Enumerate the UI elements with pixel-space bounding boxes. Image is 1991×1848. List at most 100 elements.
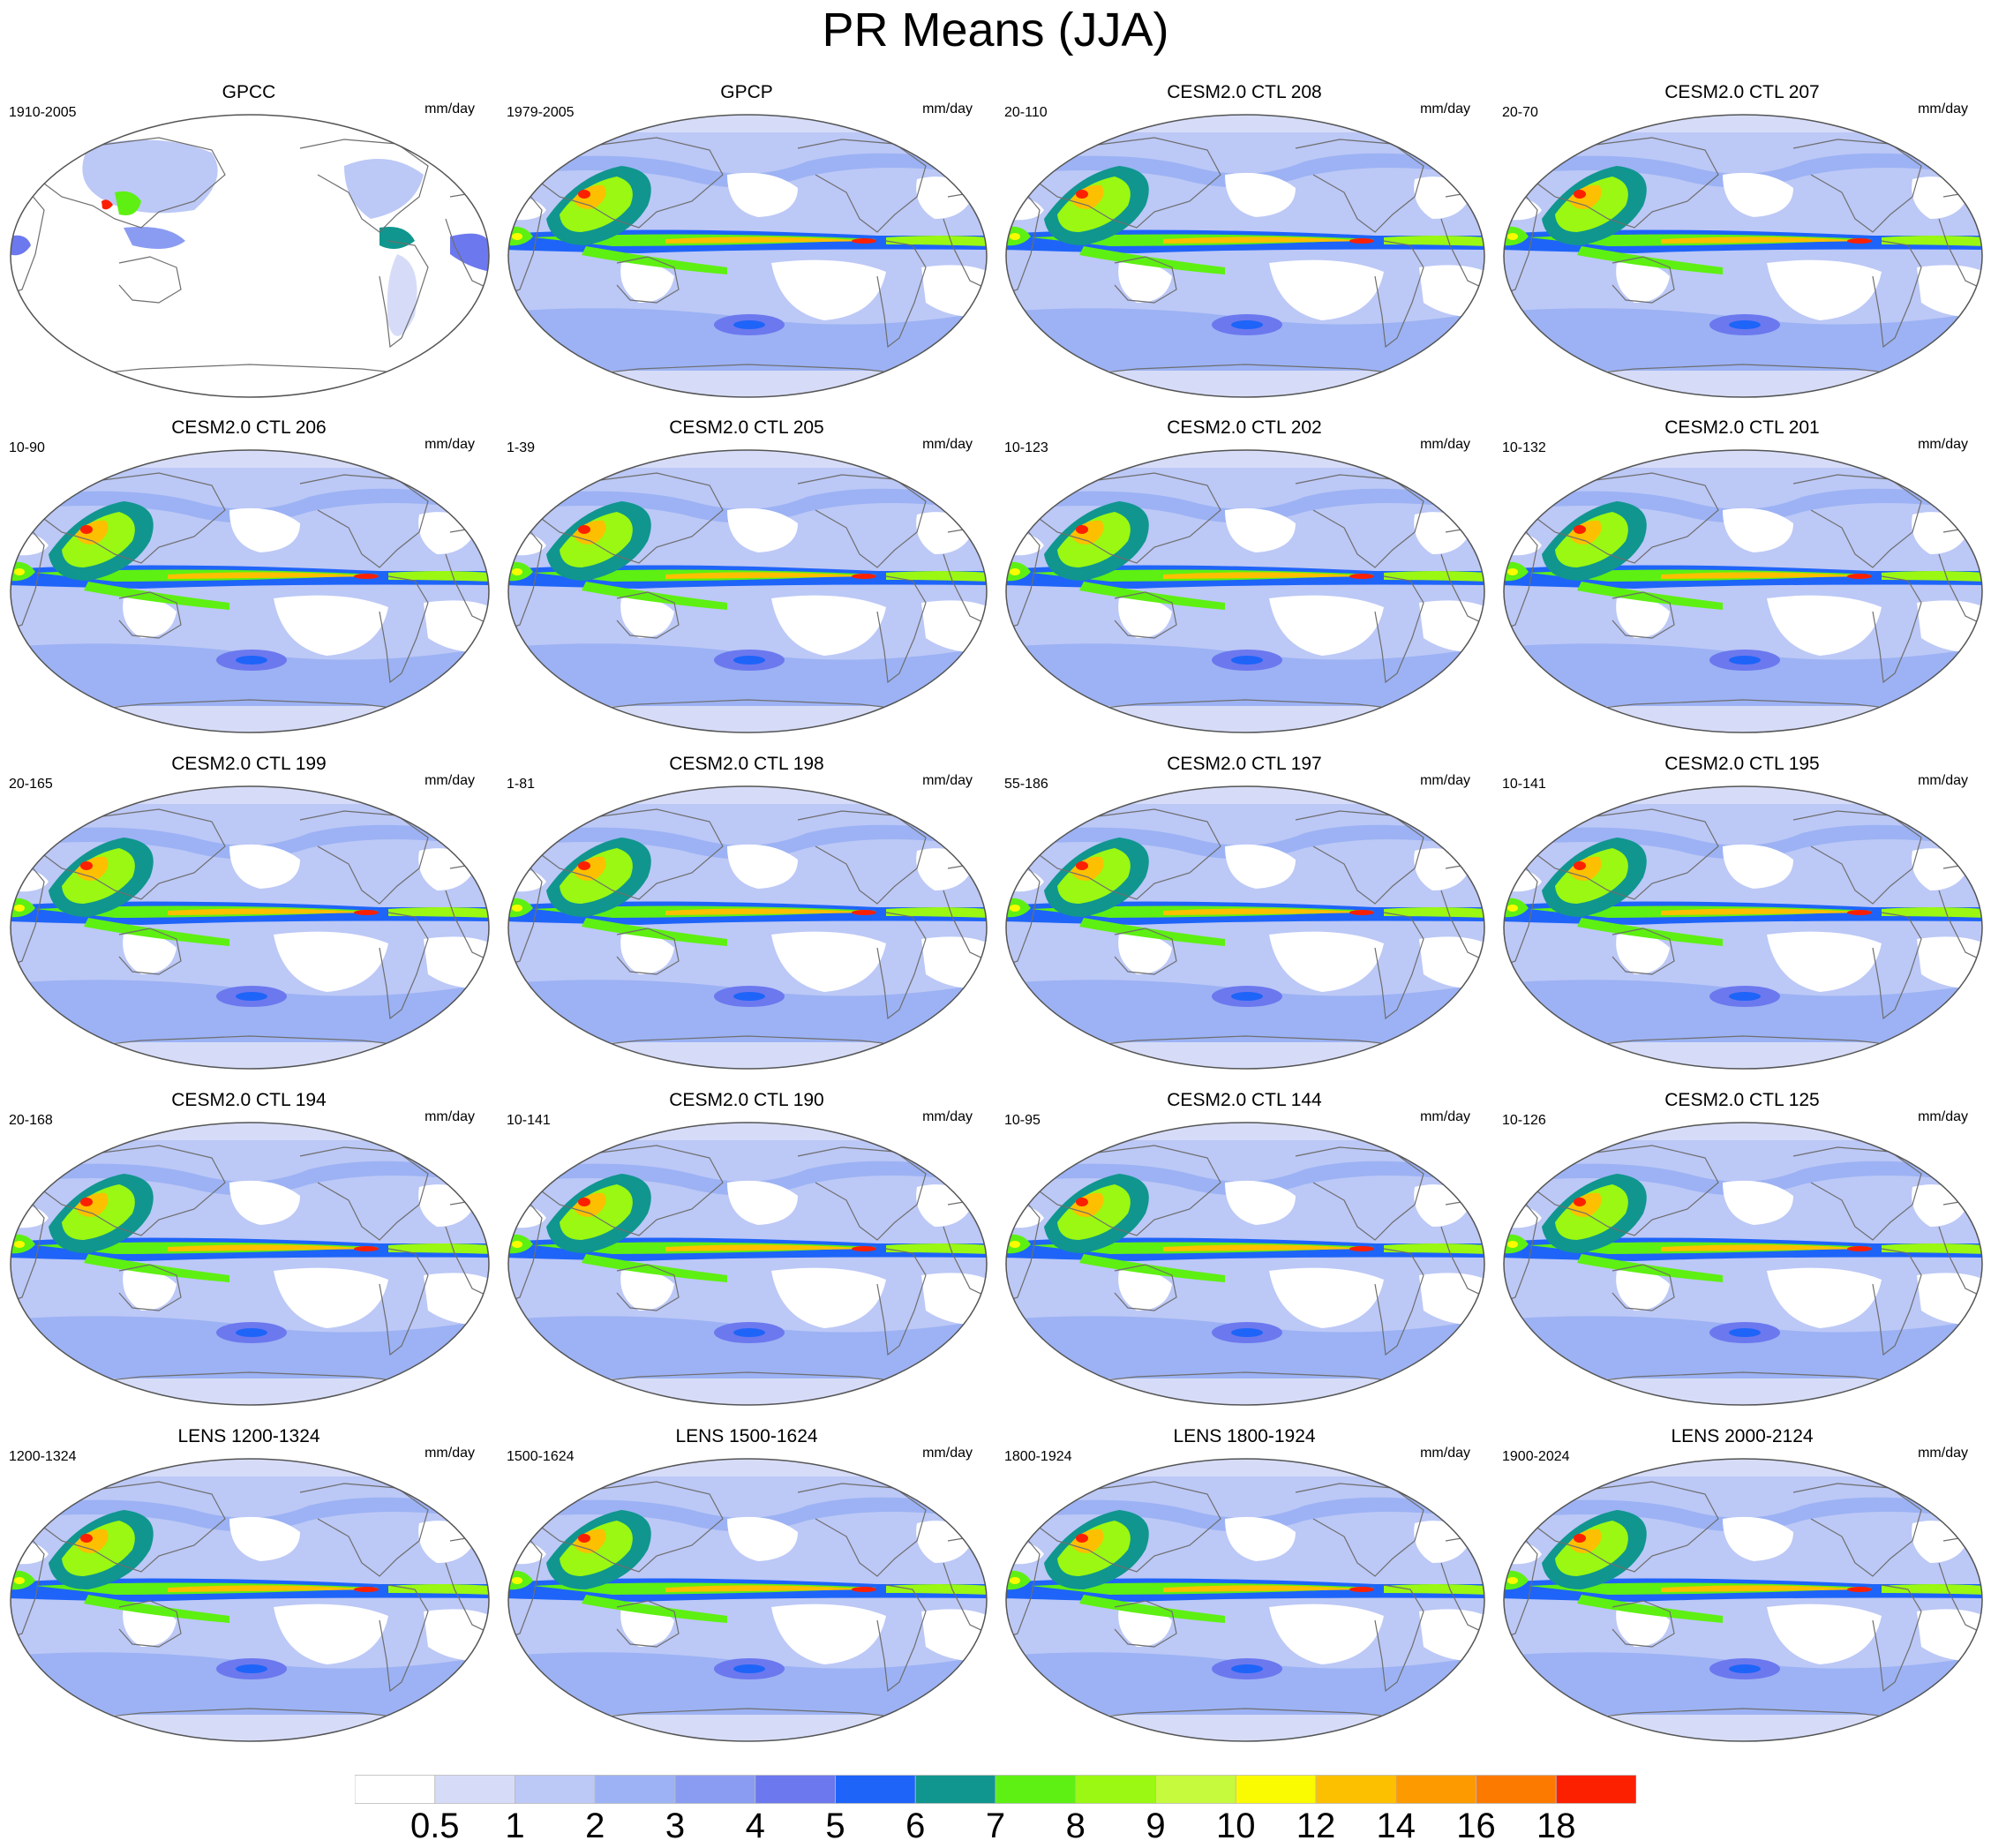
map-panel: CESM2.0 CTL 197 55-186 mm/day bbox=[996, 753, 1493, 1088]
precip-itcz-peak bbox=[1847, 1246, 1872, 1251]
dry-zone-south-atlantic bbox=[1917, 600, 1982, 652]
map-border bbox=[10, 1458, 490, 1742]
coast-asia bbox=[1536, 137, 1719, 229]
precip-africa-peak bbox=[1010, 568, 1020, 575]
dry-zone-south-pacific bbox=[771, 259, 886, 320]
coast-australia bbox=[616, 928, 680, 975]
precip-southern-storm-track bbox=[508, 1316, 987, 1378]
precip-southern-storm-track bbox=[1504, 308, 1982, 371]
precip-itcz-atlantic bbox=[886, 236, 987, 246]
precip-monsoon-peak bbox=[1076, 861, 1088, 870]
coast-north-america bbox=[797, 1146, 927, 1241]
dry-zone-australia bbox=[1616, 597, 1670, 638]
precip-southern-storm-track bbox=[1006, 1652, 1484, 1715]
colorbar-tick-label: 12 bbox=[1296, 1807, 1336, 1845]
precip-itcz-atlantic bbox=[1384, 236, 1484, 246]
precip-itcz-atlantic bbox=[388, 907, 489, 918]
dry-zone-south-pacific bbox=[274, 595, 388, 656]
coast-south-america bbox=[1872, 1584, 1922, 1693]
precip-africa-peak bbox=[512, 905, 522, 912]
precip-northern-storm-track bbox=[1006, 1497, 1484, 1532]
precip-antarctic-band bbox=[11, 1042, 489, 1069]
coast-asia bbox=[541, 137, 724, 229]
precip-itcz-peak bbox=[1349, 1246, 1374, 1251]
colorbar-swatch bbox=[1155, 1775, 1236, 1804]
precip-monsoon-peak bbox=[1076, 190, 1088, 199]
precip-monsoon-peak bbox=[578, 1198, 590, 1206]
precip-southern-storm-track bbox=[1504, 1652, 1982, 1715]
coast-australia bbox=[1612, 591, 1675, 639]
precip-antarctic-band bbox=[11, 1715, 489, 1741]
map-panel: LENS 1500-1624 1500-1624 mm/day bbox=[498, 1425, 996, 1761]
coast-asia bbox=[541, 808, 724, 900]
precip-map bbox=[1503, 449, 1983, 733]
precip-southern-storm-track bbox=[508, 1652, 987, 1715]
dry-zone-south-atlantic bbox=[1917, 1273, 1982, 1325]
dry-zone-north-pacific bbox=[1225, 1180, 1296, 1225]
precip-itcz-peak bbox=[852, 574, 876, 579]
precip-spcz bbox=[1577, 582, 1723, 610]
precip-itcz-peak bbox=[354, 1246, 379, 1251]
precip-map bbox=[10, 1122, 490, 1406]
precip-itcz-atlantic bbox=[1384, 907, 1484, 918]
colorbar-tick-label: 0.5 bbox=[409, 1807, 460, 1845]
precip-africa-peak bbox=[512, 233, 522, 240]
colorbar-tick-label: 1 bbox=[505, 1807, 525, 1845]
precip-itcz-atlantic bbox=[886, 907, 987, 918]
coast-australia bbox=[616, 591, 680, 639]
panel-year-range: 20-110 bbox=[1004, 105, 1048, 120]
colorbar-swatch bbox=[995, 1775, 1077, 1804]
panel-units: mm/day bbox=[1918, 437, 1968, 452]
precip-antarctic-band bbox=[1006, 706, 1484, 732]
dry-zone-south-atlantic bbox=[921, 1609, 987, 1661]
precip-arctic-band bbox=[11, 786, 489, 804]
dry-zone-north-pacific bbox=[1723, 172, 1793, 217]
precip-spcz bbox=[1079, 918, 1225, 946]
precip-antarctic-band bbox=[1504, 706, 1982, 732]
colorbar-swatch bbox=[594, 1775, 676, 1804]
precip-northern-storm-track bbox=[1504, 824, 1982, 860]
colorbar bbox=[355, 1775, 1636, 1804]
precip-africa-peak bbox=[1010, 1241, 1020, 1248]
dry-zone-australia bbox=[123, 597, 177, 638]
coast-australia bbox=[616, 1600, 680, 1648]
precip-itcz-core bbox=[1661, 237, 1868, 244]
precip-itcz-peak bbox=[1847, 910, 1872, 915]
precip-map bbox=[1005, 1458, 1485, 1742]
dry-zone-south-atlantic bbox=[1917, 1609, 1982, 1661]
coast-asia bbox=[43, 137, 226, 229]
precip-map bbox=[1503, 1122, 1983, 1406]
coast-australia bbox=[1114, 928, 1177, 975]
map-border bbox=[1005, 1458, 1485, 1742]
colorbar-swatch bbox=[755, 1775, 836, 1804]
precip-south-pacific-peak bbox=[733, 992, 765, 1001]
figure-title: PR Means (JJA) bbox=[822, 4, 1169, 56]
precip-monsoon-peak bbox=[1574, 190, 1586, 199]
map-panel: CESM2.0 CTL 194 20-168 mm/day bbox=[0, 1089, 498, 1424]
dry-zone-south-pacific bbox=[1767, 595, 1882, 656]
precip-antarctic-band bbox=[1504, 371, 1982, 397]
coast-north-america bbox=[1295, 139, 1424, 233]
precip-africa-peak bbox=[1507, 1577, 1518, 1584]
dry-zone-south-atlantic bbox=[1419, 1273, 1484, 1325]
map-border bbox=[1005, 1122, 1485, 1406]
precip-southern-storm-track bbox=[1006, 1316, 1484, 1378]
precip-monsoon-peak bbox=[80, 1534, 93, 1543]
precip-antarctic-band bbox=[508, 1715, 987, 1741]
coast-south-america bbox=[1374, 1248, 1424, 1356]
map-panel: GPCC 1910-2005 mm/day bbox=[0, 81, 498, 417]
precip-spcz bbox=[84, 918, 229, 946]
dry-zone-north-pacific bbox=[1225, 844, 1296, 889]
precip-map bbox=[1005, 785, 1485, 1070]
precip-south-pacific-peak bbox=[1231, 656, 1263, 665]
precip-monsoon-peak bbox=[80, 525, 93, 534]
precip-itcz-atlantic bbox=[1384, 1243, 1484, 1254]
precip-northern-storm-track bbox=[1006, 488, 1484, 523]
colorbar-tick-label: 16 bbox=[1456, 1807, 1496, 1845]
precip-spcz bbox=[582, 1595, 727, 1623]
panel-units: mm/day bbox=[1918, 101, 1968, 116]
precip-northern-storm-track bbox=[508, 488, 987, 523]
precip-southern-storm-track bbox=[11, 980, 489, 1042]
precip-monsoon-peak bbox=[1076, 1198, 1088, 1206]
precip-antarctic-band bbox=[508, 706, 987, 732]
